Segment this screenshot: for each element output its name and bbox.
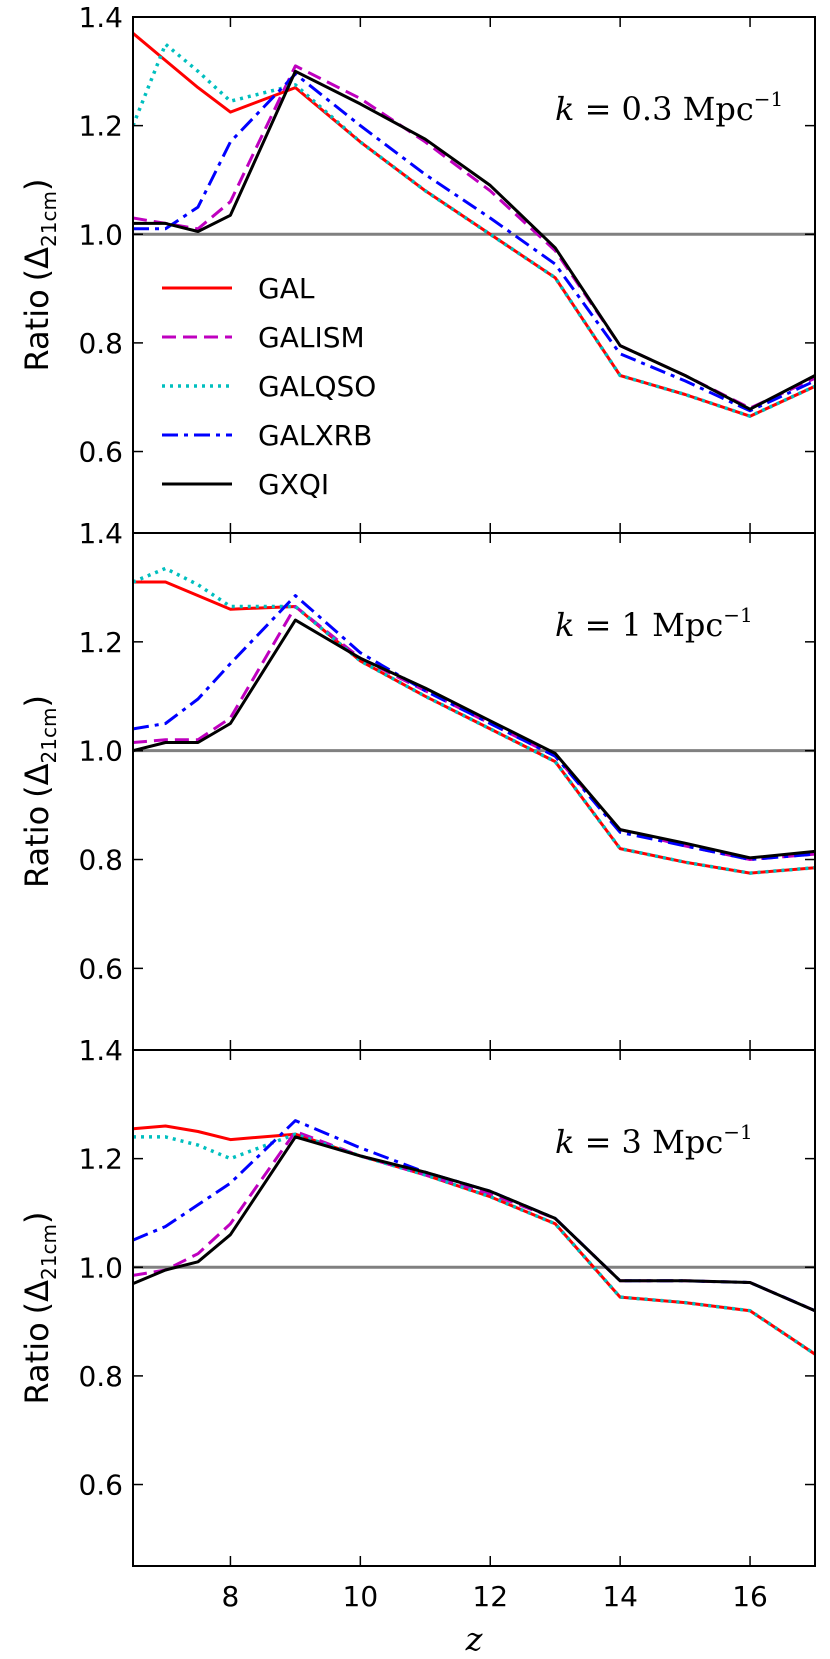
y-axis-label: Ratio (Δ21cm) xyxy=(18,1212,61,1405)
series-line-gxqi xyxy=(133,618,815,860)
y-axis-label-main: Ratio xyxy=(18,289,56,371)
y-tick-label: 0.8 xyxy=(78,1360,123,1393)
k-annotation-var: k xyxy=(555,1123,574,1161)
k-annotation-exponent: −1 xyxy=(723,603,752,627)
series-line-gxqi xyxy=(133,1135,815,1313)
legend-label-gxqi: GXQI xyxy=(258,468,329,501)
k-annotation-value: = 0.3 Mpc xyxy=(574,90,753,128)
x-tick-label: 16 xyxy=(732,1580,768,1613)
panel-3: 0.6 0.8 1.0 1.2 1.4 Ratio (Δ21cm) k = 3 Mpc−1 xyxy=(18,1034,816,1567)
y-tick-label: 1.0 xyxy=(78,1251,123,1284)
k-annotation-value: = 3 Mpc xyxy=(574,1123,723,1161)
y-axis-label-math: (Δ xyxy=(18,1280,56,1314)
series-line-galqso xyxy=(133,42,815,418)
y-tick-label: 1.4 xyxy=(78,1034,123,1067)
series-line-gxqi xyxy=(133,69,815,411)
y-axis-label: Ratio (Δ21cm) xyxy=(18,695,61,888)
series-line-gal xyxy=(133,580,815,875)
k-annotation: k = 3 Mpc−1 xyxy=(555,1120,753,1161)
k-annotation-var: k xyxy=(555,90,574,128)
y-axis-label-close: ) xyxy=(18,695,56,707)
y-tick-label: 1.0 xyxy=(78,218,123,251)
y-tick-label: 1.2 xyxy=(78,110,123,143)
k-annotation-exponent: −1 xyxy=(723,1120,752,1144)
k-annotation-var: k xyxy=(555,606,574,644)
y-tick-label: 1.4 xyxy=(78,517,123,550)
k-annotation: k = 0.3 Mpc−1 xyxy=(555,87,783,128)
series-line-galxrb xyxy=(133,594,815,861)
y-tick-label: 0.8 xyxy=(78,327,123,360)
series-group xyxy=(133,32,815,418)
y-axis-label-main: Ratio xyxy=(18,806,56,888)
axes-frame xyxy=(132,1049,816,1567)
series-line-galism xyxy=(133,605,815,861)
y-tick-label: 1.2 xyxy=(78,1143,123,1176)
legend-label-galxrb: GALXRB xyxy=(258,419,372,452)
y-tick-label: 1.4 xyxy=(78,1,123,34)
y-axis-label: Ratio (Δ21cm) xyxy=(18,179,61,372)
x-tick-label: 12 xyxy=(472,1580,508,1613)
y-axis-label-math: (Δ xyxy=(18,247,56,281)
legend-label-galqso: GALQSO xyxy=(258,370,376,403)
series-line-galqso xyxy=(133,1132,815,1356)
k-annotation-value: = 1 Mpc xyxy=(574,606,723,644)
x-tick-label: 10 xyxy=(343,1580,379,1613)
y-axis-label-sub: 21cm xyxy=(37,1224,61,1280)
y-axis-label-sub: 21cm xyxy=(37,191,61,247)
legend-label-galism: GALISM xyxy=(258,321,365,354)
panel-1: 0.6 0.8 1.0 1.2 1.4 Ratio (Δ21cm) k = 0.3 Mpc−1 xyxy=(18,1,816,534)
legend-label-gal: GAL xyxy=(258,272,315,305)
y-tick-label: 0.6 xyxy=(78,436,123,469)
x-tick-label: 8 xyxy=(222,1580,240,1613)
y-axis-label-sub: 21cm xyxy=(37,708,61,764)
y-axis-label-close: ) xyxy=(18,1212,56,1224)
y-tick-label: 0.6 xyxy=(78,1469,123,1502)
y-axis-label-main: Ratio xyxy=(18,1322,56,1404)
y-tick-label: 1.0 xyxy=(78,735,123,768)
k-annotation: k = 1 Mpc−1 xyxy=(555,603,753,644)
k-annotation-exponent: −1 xyxy=(754,87,783,111)
series-group xyxy=(133,1119,815,1356)
y-axis-label-close: ) xyxy=(18,179,56,191)
y-tick-label: 1.2 xyxy=(78,626,123,659)
y-tick-label: 0.6 xyxy=(78,952,123,985)
y-axis-label-math: (Δ xyxy=(18,763,56,797)
y-tick-label: 0.8 xyxy=(78,844,123,877)
panel-2: 0.6 0.8 1.0 1.2 1.4 Ratio (Δ21cm) k = 1 Mpc−1 xyxy=(18,517,816,1051)
x-axis-label: z xyxy=(465,1620,484,1658)
legend: GAL GALISM GALQSO GALXRB GXQI xyxy=(162,272,376,501)
series-group xyxy=(133,566,815,875)
x-tick-label: 14 xyxy=(602,1580,638,1613)
series-line-galxrb xyxy=(133,72,815,413)
